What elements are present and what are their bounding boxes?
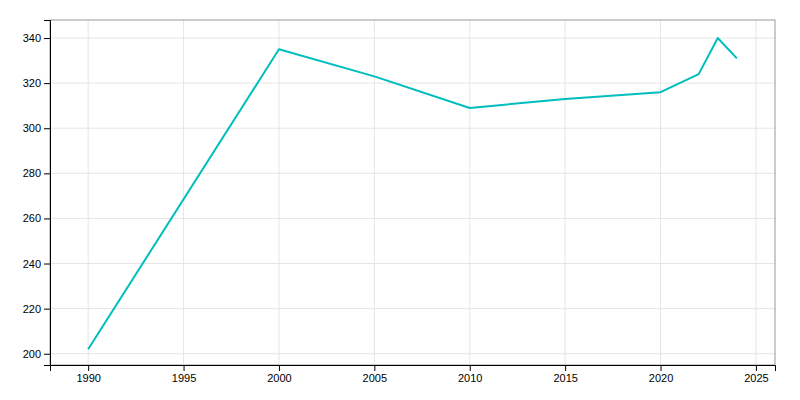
grid-line [755,20,756,365]
tick-label: 2015 [553,372,577,384]
tick-mark [44,173,50,174]
grid-line [469,20,470,365]
tick-label: 260 [23,212,41,224]
marks [88,38,737,349]
tick: 1990 [76,365,100,384]
grid-line [50,263,775,264]
tick: 2000 [267,365,291,384]
tick-label: 1990 [76,372,100,384]
tick: 300 [23,122,50,134]
grid-line [50,218,775,219]
y-axis: 200 220 240 260 280 300 320 340 [23,21,51,366]
tick-label: 320 [23,77,41,89]
tick-mark [470,365,471,371]
chart: 1990 1995 2000 2005 2010 2015 2020 2025 200 220 24… [0,0,800,400]
tick: 2025 [744,365,768,384]
tick: 200 [23,348,50,360]
tick: 2005 [363,365,387,384]
tick-label: 2010 [458,372,482,384]
tick-label: 240 [23,258,41,270]
tick-mark [565,365,566,371]
tick-mark [44,218,50,219]
grid-line [50,128,775,129]
grid-line [50,173,775,174]
x-axis: 1990 1995 2000 2005 2010 2015 2020 2025 [51,365,776,384]
tick: 260 [23,212,50,224]
tick-label: 2025 [744,372,768,384]
tick: 340 [23,32,50,44]
tick: 220 [23,303,50,315]
grid-line [660,20,661,365]
tick-mark [661,365,662,371]
tick-mark [44,128,50,129]
tick-mark [44,264,50,265]
plot-area: 1990 1995 2000 2005 2010 2015 2020 2025 200 220 24… [23,20,776,384]
tick-mark [756,365,757,371]
tick-mark [184,365,185,371]
tick-label: 340 [23,32,41,44]
line [88,38,737,349]
tick: 2020 [649,365,673,384]
tick-label: 200 [23,348,41,360]
tick-mark [374,365,375,371]
grid-line [50,353,775,354]
grid-line [183,20,184,365]
tick: 280 [23,167,50,179]
axis-line [44,21,51,366]
tick-mark [88,365,89,371]
grid-line [50,308,775,309]
tick: 320 [23,77,50,89]
tick-label: 2005 [363,372,387,384]
tick-mark [279,365,280,371]
grid-line [565,20,566,365]
tick-mark [44,309,50,310]
grid-line [50,83,775,84]
grid-line [88,20,89,365]
tick-label: 2020 [649,372,673,384]
tick: 2010 [458,365,482,384]
tick: 2015 [553,365,577,384]
axis-line [51,366,776,372]
grid-line [374,20,375,365]
grid [50,20,775,365]
tick-label: 2000 [267,372,291,384]
plot-frame [50,20,775,365]
grid-line [50,38,775,39]
tick-mark [44,38,50,39]
tick-label: 1995 [172,372,196,384]
tick-label: 220 [23,303,41,315]
tick: 240 [23,258,50,270]
grid-line [278,20,279,365]
tick-mark [44,83,50,84]
tick-label: 280 [23,167,41,179]
tick: 1995 [172,365,196,384]
tick-label: 300 [23,122,41,134]
tick-mark [44,354,50,355]
